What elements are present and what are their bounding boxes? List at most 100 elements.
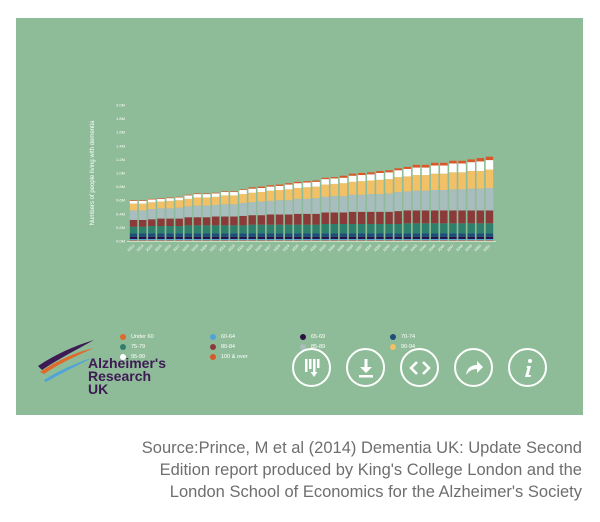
bar-segment[interactable] bbox=[357, 238, 366, 241]
bar-segment[interactable] bbox=[175, 226, 183, 234]
bar-segment[interactable] bbox=[257, 238, 266, 241]
bar-segment[interactable] bbox=[184, 195, 193, 199]
bar-segment[interactable] bbox=[403, 166, 412, 169]
bar-segment[interactable] bbox=[166, 226, 174, 234]
bar-segment[interactable] bbox=[275, 238, 284, 241]
bar-segment[interactable] bbox=[312, 198, 320, 214]
bar-segment[interactable] bbox=[294, 236, 302, 239]
bar-segment[interactable] bbox=[294, 187, 302, 199]
bar-segment[interactable] bbox=[303, 181, 311, 183]
bar-segment[interactable] bbox=[367, 211, 375, 224]
bar-segment[interactable] bbox=[266, 190, 275, 201]
bar-segment[interactable] bbox=[376, 233, 384, 237]
bar-segment[interactable] bbox=[394, 233, 402, 237]
bar-segment[interactable] bbox=[266, 240, 275, 241]
bar-segment[interactable] bbox=[367, 194, 375, 212]
bar-segment[interactable] bbox=[138, 240, 147, 241]
bar-segment[interactable] bbox=[357, 173, 366, 176]
bar-segment[interactable] bbox=[458, 172, 466, 190]
bar-segment[interactable] bbox=[148, 198, 156, 200]
bar-segment[interactable] bbox=[458, 236, 466, 239]
bar-segment[interactable] bbox=[394, 177, 402, 193]
bar-segment[interactable] bbox=[449, 189, 457, 211]
bar-segment[interactable] bbox=[394, 192, 402, 212]
bar-segment[interactable] bbox=[357, 181, 366, 195]
bar-segment[interactable] bbox=[129, 219, 138, 227]
bar-segment[interactable] bbox=[330, 240, 339, 241]
bar-segment[interactable] bbox=[275, 224, 284, 234]
bar-segment[interactable] bbox=[312, 186, 320, 199]
bar-segment[interactable] bbox=[166, 200, 174, 209]
bar-segment[interactable] bbox=[184, 238, 193, 241]
bar-segment[interactable] bbox=[284, 184, 293, 190]
bar-segment[interactable] bbox=[175, 197, 183, 201]
bar-segment[interactable] bbox=[157, 198, 165, 199]
bar-segment[interactable] bbox=[385, 240, 393, 241]
bar-segment[interactable] bbox=[275, 184, 284, 186]
bar-segment[interactable] bbox=[193, 205, 202, 218]
bar-segment[interactable] bbox=[284, 183, 293, 185]
bar-segment[interactable] bbox=[148, 202, 156, 210]
bar-segment[interactable] bbox=[348, 211, 357, 224]
bar-segment[interactable] bbox=[157, 233, 165, 237]
bar-segment[interactable] bbox=[175, 240, 183, 241]
bar-segment[interactable] bbox=[321, 177, 329, 180]
bar-segment[interactable] bbox=[166, 208, 174, 219]
bar-segment[interactable] bbox=[440, 210, 448, 224]
bar-segment[interactable] bbox=[339, 233, 348, 237]
bar-segment[interactable] bbox=[476, 236, 485, 239]
bar-segment[interactable] bbox=[248, 238, 256, 241]
bar-segment[interactable] bbox=[166, 240, 174, 241]
bar-segment[interactable] bbox=[202, 225, 211, 234]
bar-segment[interactable] bbox=[421, 210, 430, 224]
bar-segment[interactable] bbox=[485, 160, 494, 170]
bar-segment[interactable] bbox=[157, 240, 165, 241]
bar-segment[interactable] bbox=[175, 218, 183, 227]
bar-segment[interactable] bbox=[321, 184, 329, 197]
bar-segment[interactable] bbox=[321, 224, 329, 234]
bar-segment[interactable] bbox=[430, 238, 439, 241]
bar-segment[interactable] bbox=[357, 224, 366, 234]
bar-segment[interactable] bbox=[266, 214, 275, 225]
bar-segment[interactable] bbox=[467, 238, 475, 241]
bar-segment[interactable] bbox=[403, 176, 412, 192]
bar-segment[interactable] bbox=[294, 224, 302, 234]
bar-segment[interactable] bbox=[403, 210, 412, 224]
bar-segment[interactable] bbox=[257, 186, 266, 188]
bar-segment[interactable] bbox=[321, 240, 329, 241]
bar-segment[interactable] bbox=[275, 240, 284, 241]
bar-segment[interactable] bbox=[403, 168, 412, 177]
bar-segment[interactable] bbox=[230, 240, 238, 241]
bar-segment[interactable] bbox=[184, 233, 193, 237]
bar-segment[interactable] bbox=[330, 178, 339, 184]
bar-segment[interactable] bbox=[175, 200, 183, 208]
bar-segment[interactable] bbox=[239, 238, 247, 241]
legend-item[interactable]: 75-79 bbox=[120, 342, 210, 352]
bar-segment[interactable] bbox=[321, 179, 329, 185]
bar-segment[interactable] bbox=[294, 238, 302, 241]
bar-segment[interactable] bbox=[221, 216, 229, 226]
bar-segment[interactable] bbox=[394, 211, 402, 224]
bar-segment[interactable] bbox=[440, 173, 448, 190]
bar-segment[interactable] bbox=[138, 233, 147, 237]
bar-segment[interactable] bbox=[376, 211, 384, 224]
bar-segment[interactable] bbox=[476, 170, 485, 189]
bar-segment[interactable] bbox=[321, 238, 329, 241]
bar-segment[interactable] bbox=[312, 213, 320, 225]
bar-segment[interactable] bbox=[412, 164, 421, 168]
legend-item[interactable]: 80-84 bbox=[210, 342, 300, 352]
bar-segment[interactable] bbox=[430, 240, 439, 241]
bar-segment[interactable] bbox=[467, 236, 475, 239]
bar-segment[interactable] bbox=[284, 189, 293, 201]
bar-segment[interactable] bbox=[303, 240, 311, 241]
bar-segment[interactable] bbox=[476, 210, 485, 224]
bar-segment[interactable] bbox=[239, 233, 247, 237]
bar-segment[interactable] bbox=[430, 190, 439, 211]
bar-segment[interactable] bbox=[330, 233, 339, 237]
bar-segment[interactable] bbox=[138, 200, 147, 201]
bar-segment[interactable] bbox=[230, 238, 238, 241]
bar-segment[interactable] bbox=[449, 160, 457, 164]
bar-segment[interactable] bbox=[385, 236, 393, 239]
bar-segment[interactable] bbox=[330, 212, 339, 224]
bar-segment[interactable] bbox=[449, 223, 457, 234]
